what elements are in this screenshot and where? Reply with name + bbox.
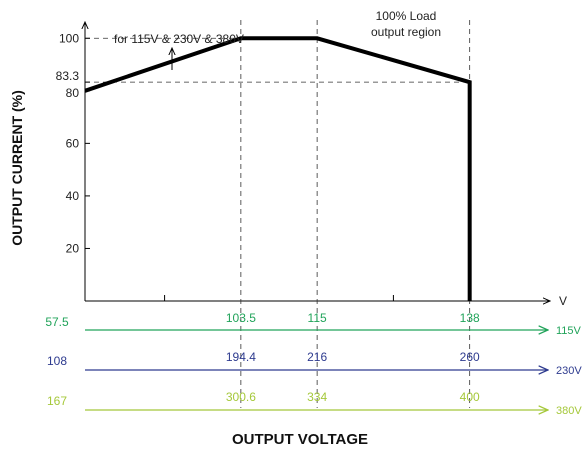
derating-curve (84, 36, 472, 301)
voltage-scale-380V: 167 300.6 334 400 380V (47, 390, 582, 417)
voltage-scale-230V: 108 194.4 216 260 230V (47, 350, 582, 377)
voltage-scale-115V: 57.5 103.5 115 138 115V (45, 311, 581, 337)
voltage-scale-tick-label: 260 (460, 350, 480, 364)
voltage-scale-unit-label: 380V (556, 405, 582, 417)
y-tick-label: 60 (66, 136, 80, 150)
x-axis-unit-label: V (559, 294, 567, 308)
voltage-scale-unit-label: 230V (556, 365, 582, 377)
x-axis-minor-ticks (164, 295, 394, 301)
voltage-scale-tick-label: 194.4 (226, 350, 256, 364)
voltage-scale-tick-label: 138 (460, 311, 480, 325)
voltage-scale-unit-label: 115V (556, 325, 582, 337)
load-note-line-2: output region (371, 25, 441, 39)
voltage-scale-tick-label: 103.5 (226, 311, 256, 325)
y-axis-title: OUTPUT CURRENT (%) (9, 90, 25, 246)
reference-lines (85, 20, 471, 408)
y-tick-label: 100 (59, 31, 79, 45)
voltage-scale-start-label: 108 (47, 354, 67, 368)
y-tick-label: 40 (66, 189, 80, 203)
voltage-scale-tick-label: 334 (307, 390, 327, 404)
voltage-scale-start-label: 57.5 (45, 315, 69, 329)
input-voltage-note: for 115V & 230V & 380V (114, 32, 244, 46)
x-axis-title: OUTPUT VOLTAGE (232, 431, 368, 448)
input-voltage-scales: 57.5 103.5 115 138 115V 108 194.4 216 260 230V 167… (45, 311, 582, 417)
derating-curve-group (84, 36, 472, 302)
load-note-line-1: 100% Load (376, 9, 437, 23)
voltage-scale-tick-label: 400 (460, 390, 480, 404)
y-tick-label: 20 (66, 241, 80, 255)
voltage-scale-tick-label: 216 (307, 350, 327, 364)
voltage-scale-start-label: 167 (47, 394, 67, 408)
y-tick-label: 83.3 (56, 69, 80, 83)
voltage-scale-tick-label: 115 (308, 311, 327, 325)
y-tick-label: 80 (66, 86, 80, 100)
voltage-scale-tick-label: 300.6 (226, 390, 256, 404)
